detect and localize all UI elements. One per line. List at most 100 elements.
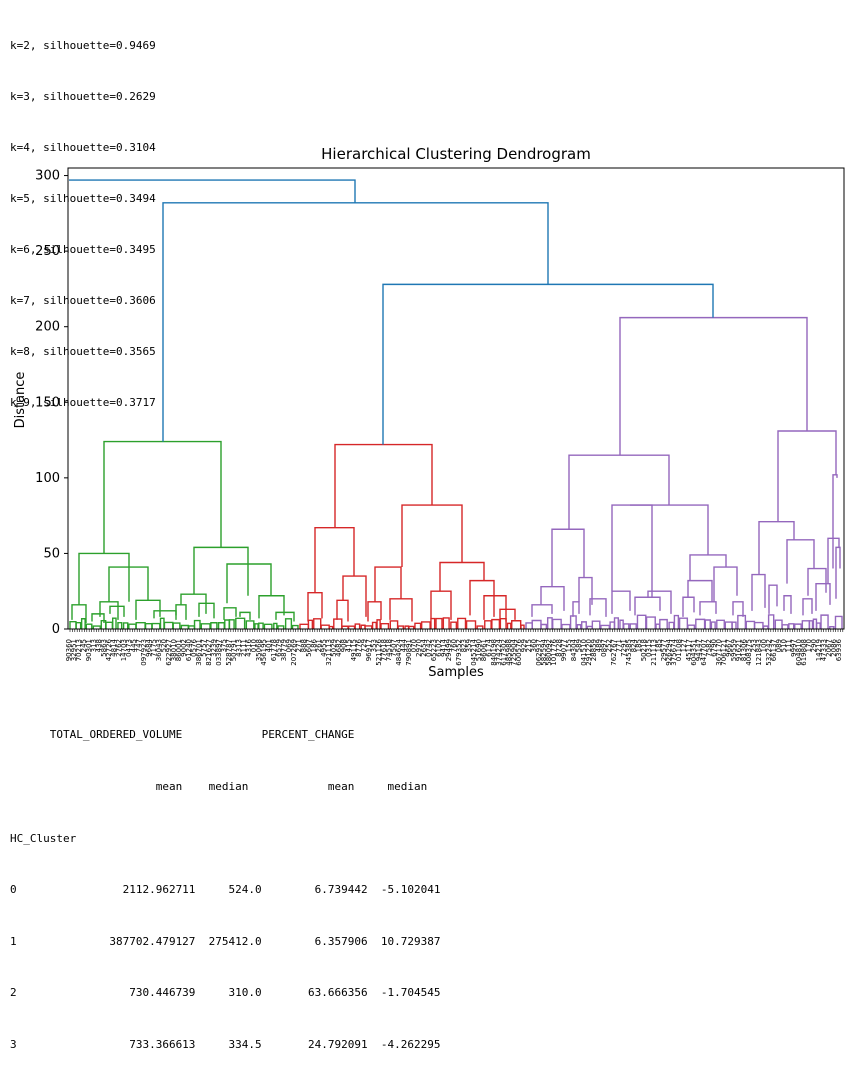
dendrogram-link (374, 566, 402, 602)
x-tick-label: 762767 (610, 639, 618, 666)
leaf-link (834, 615, 843, 629)
leaf-link (551, 618, 562, 629)
leaf-link (704, 619, 711, 629)
leaf-link (258, 622, 264, 629)
leaf-link (484, 620, 492, 629)
x-tick-label: 211113 (650, 639, 658, 666)
x-tick-label: 401 (265, 639, 273, 652)
dendrogram-link (531, 604, 553, 617)
dendrogram-link (647, 590, 672, 614)
x-tick-label: 5757 (200, 639, 208, 657)
leaf-link (254, 623, 259, 629)
table-row: 2 730.446739 310.0 63.666356 -1.704545 (10, 986, 441, 1000)
leaf-link (307, 619, 314, 629)
leaf-link (450, 621, 458, 629)
x-tick-label: 521126 (375, 638, 383, 665)
table-header-row: TOTAL_ORDERED_VOLUME PERCENT_CHANGE (10, 728, 428, 742)
leaf-link (613, 617, 619, 629)
leaf-link (313, 618, 322, 629)
x-tick-label: 706121 (720, 639, 728, 666)
x-tick-label: 353 (370, 639, 378, 652)
x-tick-label: 63936 (835, 638, 843, 661)
leaf-link (273, 622, 278, 629)
x-tick-label: 01108 (675, 639, 683, 661)
leaf-link (731, 621, 737, 629)
dendrogram-link (239, 611, 251, 620)
leaf-link (112, 617, 117, 629)
x-tick-label: 484624 (395, 638, 403, 665)
leaf-link (737, 614, 747, 629)
dendrogram-link (226, 563, 272, 604)
silhouette-output: k=2, silhouette=0.9469 k=3, silhouette=0… (10, 3, 156, 428)
leaf-link (546, 617, 553, 629)
x-tick-label: 313 (90, 639, 98, 652)
dendrogram-link (135, 599, 161, 620)
table-row: 3 733.366613 334.5 24.792091 -4.262295 (10, 1038, 441, 1052)
x-tick-label: 96917 (365, 639, 373, 661)
dendrogram-link (314, 527, 355, 593)
dendrogram-link (689, 554, 727, 581)
dendrogram-link (258, 595, 285, 619)
dendrogram-link (815, 582, 831, 611)
dendrogram-link (551, 528, 585, 587)
dendrogram-link (634, 596, 661, 616)
x-tick-label: 84304 (570, 638, 578, 661)
dendrogram-link (630, 504, 709, 555)
x-tick-label: 760 (450, 639, 458, 652)
leaf-link (80, 618, 86, 629)
x-tick-label: 36043 (155, 639, 163, 661)
dendrogram-link (342, 575, 367, 617)
dendrogram-link (401, 504, 463, 568)
x-tick-label: 28859 (590, 639, 598, 661)
x-tick-label: 77618 (380, 639, 388, 661)
x-tick-label: 444 (400, 638, 408, 652)
x-tick-label: 8776 (355, 638, 363, 656)
x-tick-label: 9997 (790, 639, 798, 657)
leaf-link (815, 622, 821, 629)
y-tick-label: 250 (35, 244, 60, 259)
dendrogram-link (193, 546, 249, 596)
leaf-link (299, 623, 310, 629)
dendrogram-link (802, 598, 813, 616)
x-tick-label: 2067 (825, 639, 833, 657)
leaf-link (364, 625, 373, 629)
plot-area (69, 179, 843, 629)
leaf-link (476, 625, 484, 629)
dendrogram-link (430, 590, 452, 620)
leaf-link (228, 619, 235, 629)
leaf-link (716, 619, 725, 629)
leaf-link (710, 621, 716, 629)
leaf-link (389, 620, 399, 629)
x-tick-label: 747 (135, 639, 143, 652)
leaf-link (159, 617, 165, 629)
x-tick-label: 771 (615, 639, 623, 652)
x-tick-label: 622927 (165, 639, 173, 666)
x-tick-label: 186 (310, 638, 318, 652)
leaf-link (172, 622, 181, 629)
leaf-link (762, 625, 769, 629)
leaf-link (128, 623, 137, 629)
dendrogram-link (589, 598, 607, 617)
x-tick-label: 5863 (100, 639, 108, 657)
dendrogram-link (768, 584, 778, 614)
x-tick-label: 375 (220, 639, 228, 652)
leaf-link (774, 619, 783, 629)
x-tick-label: 386701 (195, 639, 203, 666)
dendrogram-link (687, 579, 713, 602)
dendrogram-link (783, 595, 792, 614)
y-tick-label: 0 (52, 622, 60, 637)
x-tick-label: 47333 (820, 639, 828, 661)
x-tick-label: 532242 (765, 639, 773, 666)
y-axis: 0 50 100 150 200 250 300 (35, 169, 68, 637)
x-tick-label: 42726 (105, 638, 113, 661)
x-tick-label: 679352 (455, 639, 463, 666)
x-tick-label: 045214 (470, 638, 478, 665)
x-tick-label: 929 (520, 639, 528, 652)
silhouette-line: k=4, silhouette=0.3104 (10, 141, 156, 154)
x-tick-label: 290 (810, 639, 818, 652)
dendrogram-link (108, 566, 149, 602)
leaf-link (591, 620, 601, 629)
leaf-link (408, 625, 415, 629)
x-tick-label: 089 (775, 639, 783, 652)
x-tick-label: 261 (315, 639, 323, 652)
